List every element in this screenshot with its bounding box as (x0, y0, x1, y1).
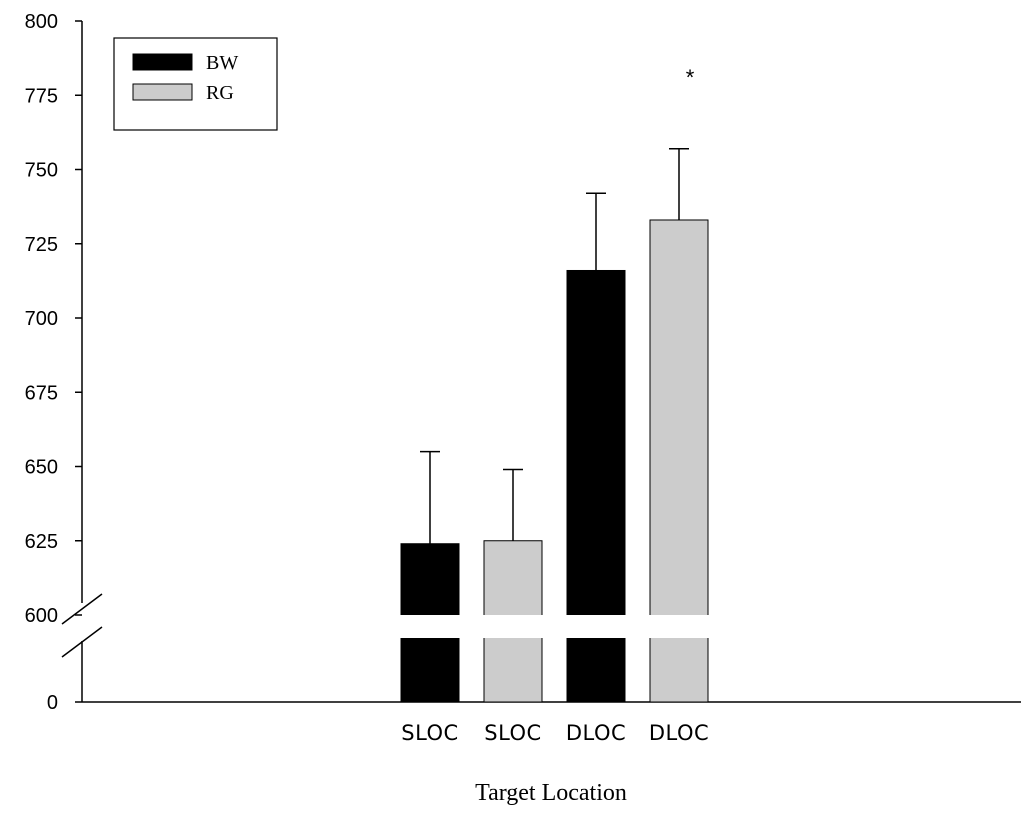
y-tick-label: 0 (47, 692, 58, 714)
y-tick-label: 800 (25, 11, 58, 33)
annotations: * (686, 65, 695, 90)
y-tick-label: 700 (25, 308, 58, 330)
category-label: DLOC (649, 721, 709, 745)
y-tick-label: 675 (25, 382, 58, 404)
error-bars (420, 147, 689, 544)
category-labels: SLOC SLOC DLOC DLOC (401, 721, 709, 745)
axis-break-mark-lower (61, 626, 103, 658)
y-ticks: 0 600 625 650 675 700 725 750 775 800 (25, 11, 82, 714)
category-label: SLOC (484, 721, 541, 745)
legend-swatch-bw (132, 53, 193, 71)
x-axis-title: Target Location (475, 780, 627, 806)
break-gap-band (395, 615, 715, 638)
y-tick-label: 775 (25, 85, 58, 107)
y-tick-label: 625 (25, 531, 58, 553)
axes (61, 21, 1021, 703)
legend-label-rg: RG (206, 82, 234, 104)
category-label: DLOC (566, 721, 626, 745)
y-tick-label: 750 (25, 160, 58, 182)
bar-break-gap (395, 615, 715, 638)
y-tick-label: 650 (25, 457, 58, 479)
significance-marker: * (686, 65, 695, 90)
y-tick-label: 600 (25, 605, 58, 627)
legend-label-bw: BW (206, 52, 238, 74)
legend-swatch-rg (132, 83, 193, 101)
legend: BW RG (113, 37, 278, 131)
y-tick-label: 725 (25, 234, 58, 256)
category-label: SLOC (401, 721, 458, 745)
axis-break-mark-upper (61, 593, 103, 625)
